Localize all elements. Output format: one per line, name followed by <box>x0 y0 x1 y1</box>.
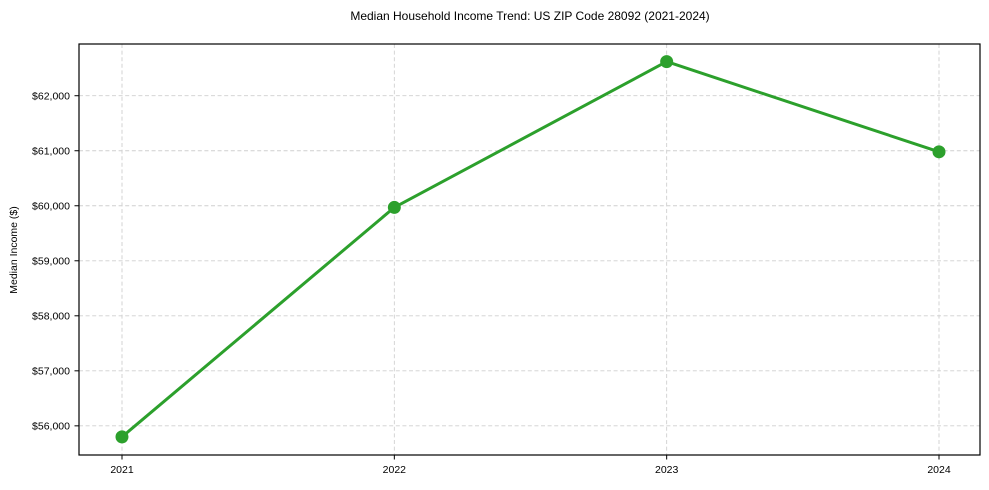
data-line <box>120 60 941 439</box>
data-point <box>387 200 401 214</box>
x-tick-label: 2021 <box>110 464 134 476</box>
y-tick-label: $62,000 <box>32 90 70 102</box>
data-point <box>660 55 674 69</box>
y-tick-label: $56,000 <box>32 421 70 433</box>
y-tick-label: $59,000 <box>32 255 70 267</box>
data-point <box>932 145 946 159</box>
x-tick-label: 2023 <box>655 464 679 476</box>
data-point <box>115 430 129 444</box>
y-axis-label: Median Income ($) <box>8 206 20 294</box>
plot-border <box>78 43 981 456</box>
chart-title: Median Household Income Trend: US ZIP Co… <box>350 9 710 23</box>
x-tick-label: 2022 <box>383 464 407 476</box>
y-tick-label: $61,000 <box>32 145 70 157</box>
y-tick-label: $58,000 <box>32 310 70 322</box>
y-tick-label: $57,000 <box>32 366 70 378</box>
y-tick-label: $60,000 <box>32 200 70 212</box>
plot-area <box>79 44 980 455</box>
x-tick-label: 2024 <box>927 464 951 476</box>
